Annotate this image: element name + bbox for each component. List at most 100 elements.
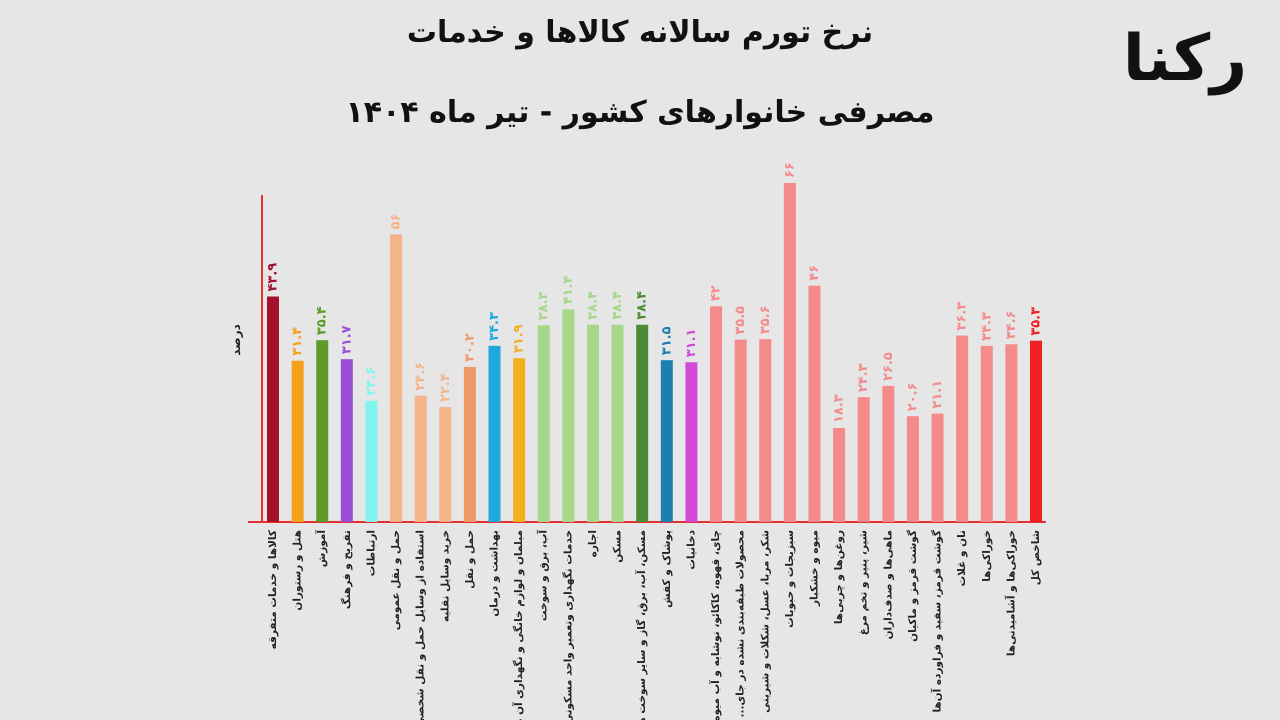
bar: [660, 360, 673, 522]
x-tick-label: آب، برق و سوخت: [537, 530, 550, 621]
value-label: ۵۶: [389, 213, 404, 229]
value-label: ۴۶: [807, 265, 822, 281]
value-label: ۳۵.۶: [758, 305, 773, 334]
x-tick-label: شیر، پنیر و تخم مرغ: [858, 530, 870, 635]
value-label: ۴۲: [709, 285, 724, 301]
x-tick-label: هتل و رستوران: [292, 530, 304, 611]
bar: [931, 413, 944, 522]
bar: [291, 360, 304, 522]
bar: [734, 339, 747, 522]
value-label: ۳۸.۴: [610, 291, 625, 320]
bar: [636, 324, 649, 522]
bar: [980, 345, 993, 522]
x-tick-label: حمل و نقل عمومی: [390, 530, 402, 630]
bar: [906, 416, 919, 522]
bar: [513, 358, 526, 522]
value-label: ۲۲.۴: [438, 373, 453, 402]
value-label: ۲۰.۶: [905, 382, 920, 411]
value-label: ۳۸.۳: [536, 291, 551, 320]
x-tick-label: ماهی‌ها و صدف‌داران: [882, 530, 894, 639]
bar: [1005, 344, 1018, 522]
bar: [414, 395, 427, 522]
value-label: ۲۶.۵: [881, 352, 896, 381]
bar: [586, 324, 599, 522]
value-label: ۴۳.۹: [266, 263, 281, 292]
bar: [537, 325, 550, 522]
value-label: ۳۱.۴: [290, 327, 305, 356]
x-tick-label: خوراکی‌ها: [981, 530, 993, 582]
x-tick-label: اجاره: [587, 530, 599, 557]
bar: [882, 385, 895, 522]
x-tick-label: شکر، مربا، عسل، شکلات و شیرینی: [759, 530, 771, 713]
value-label: ۲۳.۶: [364, 367, 379, 396]
bar: [759, 339, 772, 522]
value-label: ۳۵.۴: [315, 306, 330, 335]
x-tick-label: حمل و نقل: [464, 530, 476, 589]
x-tick-label: خوراکی‌ها و آشامیدنی‌ها: [1004, 530, 1017, 656]
value-label: ۳۱.۷: [339, 325, 354, 354]
bar: [340, 359, 353, 522]
bar: [611, 324, 624, 522]
bar: [783, 183, 796, 522]
x-tick-label: میوه و خشکبار: [808, 530, 820, 607]
x-tick-label: چای، قهوه، کاکائو، نوشابه و آب میوه: [709, 530, 722, 720]
value-label: ۳۱.۹: [512, 324, 527, 353]
value-label: ۶۶: [782, 162, 797, 178]
x-tick-label: استفاده از وسایل حمل و نقل شخصی: [415, 530, 427, 720]
value-label: ۳۴.۳: [487, 312, 502, 341]
x-tick-label: مبلمان و لوازم خانگی و نگهداری آن ها: [512, 530, 525, 720]
x-tick-label: شاخص کل: [1030, 530, 1042, 585]
value-label: ۲۴.۶: [413, 362, 428, 391]
value-label: ۳۸.۴: [585, 291, 600, 320]
bar: [365, 400, 378, 522]
x-tick-label: سبزیجات و حبوبات: [784, 530, 796, 628]
value-label: ۳۴.۳: [979, 312, 994, 341]
bar: [562, 309, 575, 522]
bar: [1030, 340, 1042, 522]
x-tick-label: روغن‌ها و چربی‌ها: [833, 530, 845, 624]
bar: [267, 296, 279, 522]
chart-title: نرخ تورم سالانه کالاها و خدمات: [407, 15, 873, 50]
x-tick-label: گوشت قرمز و ماکیان: [906, 529, 919, 642]
bar: [463, 366, 476, 522]
bar: [390, 234, 403, 522]
x-tick-label: خدمات نگهداری وتعمیر واحد مسکونی: [561, 530, 574, 720]
x-tick-label: نان و غلات: [956, 530, 968, 586]
value-label: ۳۱.۱: [684, 329, 699, 358]
bar: [857, 397, 870, 522]
bar: [710, 306, 723, 522]
x-tick-label: تفریح و فرهنگ: [340, 530, 353, 609]
value-label: ۱۸.۳: [832, 394, 847, 423]
value-label: ۳۸.۴: [635, 291, 650, 320]
x-tick-label: بهداشت و درمان: [489, 530, 501, 617]
y-axis-label: درصد: [229, 324, 243, 356]
value-label: ۲۱.۱: [930, 380, 945, 409]
bar: [685, 362, 698, 522]
x-tick-label: گوشت قرمز، سفید و فراورده آن‌ها: [931, 529, 944, 712]
logo: رکنا: [1123, 22, 1247, 96]
x-tick-label: مسکن: [612, 530, 624, 563]
x-tick-label: محصولات طبقه‌بندی نشده در جای...: [735, 530, 747, 717]
bar: [833, 428, 846, 522]
x-tick-label: دخانیات: [685, 529, 697, 569]
bar: [439, 406, 452, 522]
x-tick-label: آموزش: [315, 530, 328, 568]
x-tick-label: پوشاک و کفش: [661, 530, 673, 608]
bar: [956, 335, 969, 522]
value-label: ۳۵.۳: [1029, 307, 1044, 336]
value-label: ۳۰.۲: [462, 333, 477, 362]
x-tick-label: کالاها و خدمات متفرقه: [267, 529, 279, 649]
value-label: ۳۵.۵: [733, 306, 748, 335]
bar: [316, 340, 329, 522]
bar: [488, 345, 501, 522]
value-label: ۴۱.۴: [561, 276, 576, 305]
x-tick-label: خرید وسایل نقلیه: [439, 530, 451, 622]
value-label: ۳۶.۳: [955, 302, 970, 331]
value-label: ۳۱.۵: [659, 326, 674, 355]
bar: [808, 285, 821, 522]
x-tick-label: ارتباطات: [365, 530, 377, 576]
chart-subtitle: مصرفی خانوارهای کشور - تیر ماه ۱۴۰۴: [345, 95, 934, 130]
value-label: ۲۴.۳: [856, 363, 871, 392]
